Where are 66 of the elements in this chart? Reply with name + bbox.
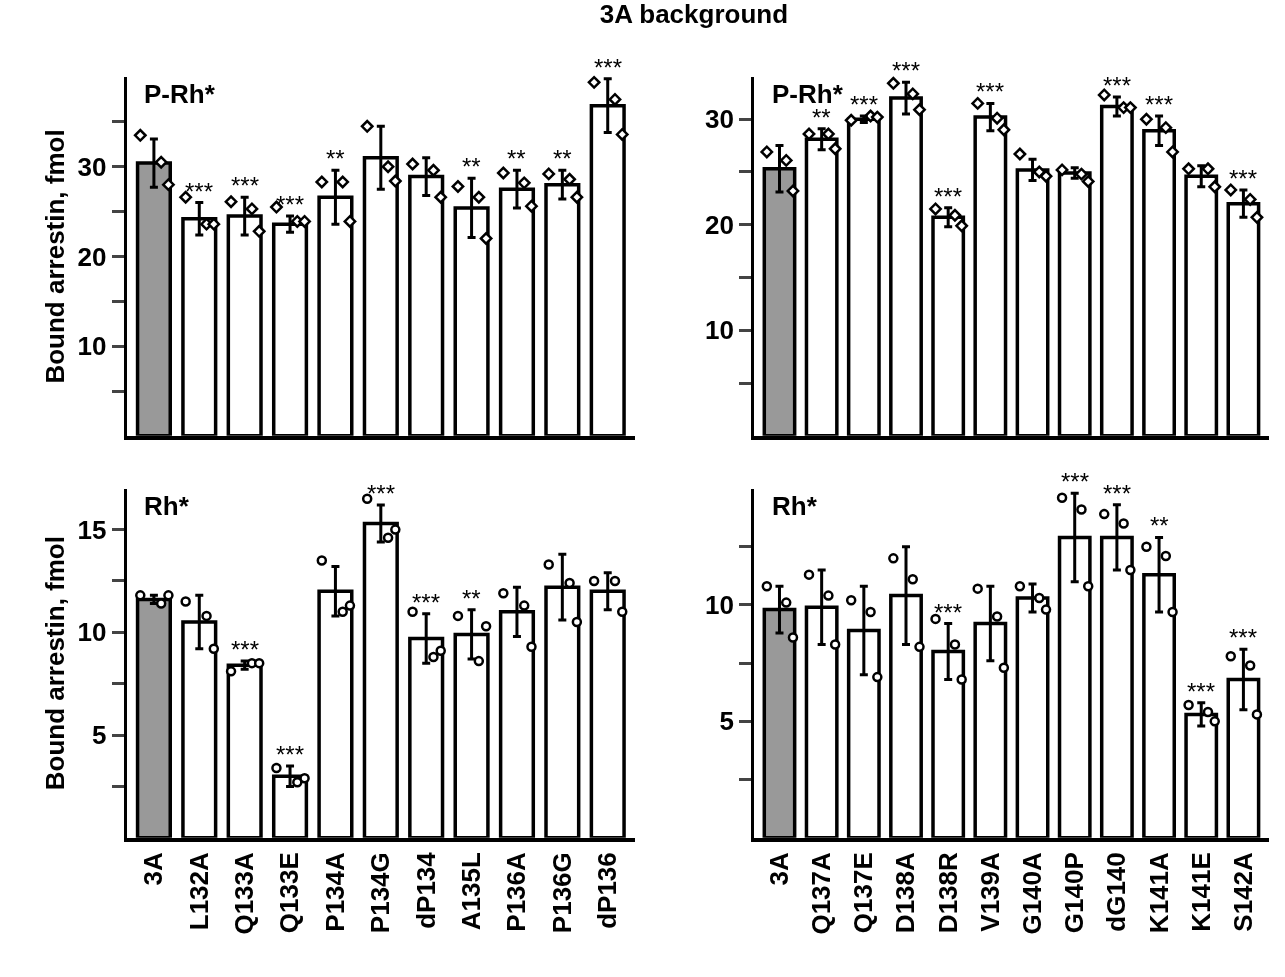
x-tick-label: S142A — [1227, 851, 1258, 932]
x-tick-label: Q133A — [229, 851, 260, 935]
x-tick-label: Q133E — [274, 852, 305, 934]
annotation: P-Rh* — [144, 79, 216, 109]
y-tick-label: 20 — [77, 241, 107, 272]
x-tick-label: D138R — [932, 851, 963, 934]
y-tick-label: 5 — [719, 706, 734, 737]
y-axis-title: Bound arrestin, fmol — [39, 129, 70, 384]
x-tick-label: G140A — [1016, 851, 1047, 935]
x-tick-label: 3A — [138, 852, 169, 886]
annotation: *** — [934, 183, 963, 210]
y-tick-label: 30 — [705, 104, 734, 135]
x-tick-label: dP136 — [592, 852, 623, 929]
y-tick-label: 10 — [77, 617, 107, 648]
y-tick-label: 10 — [705, 590, 734, 621]
x-tick-label: D138A — [890, 851, 921, 934]
annotation: ** — [326, 145, 345, 172]
y-tick-label: 20 — [705, 209, 734, 240]
annotation: *** — [594, 54, 623, 81]
annotation: *** — [976, 78, 1005, 105]
text: 3A background — [599, 0, 789, 30]
x-tick-label: Q137A — [806, 851, 837, 935]
x-tick-label: G140P — [1059, 852, 1090, 934]
annotation: *** — [412, 589, 441, 616]
x-tick-label: K141A — [1143, 851, 1174, 934]
annotation: *** — [1229, 165, 1258, 192]
annotation: *** — [850, 91, 879, 118]
x-tick-label: P136A — [501, 851, 532, 932]
annotation: *** — [367, 480, 396, 507]
annotation: ** — [462, 585, 481, 612]
y-tick-label: 10 — [705, 315, 734, 346]
y-tick-label: 10 — [77, 331, 107, 362]
x-tick-label: P134G — [365, 852, 396, 934]
annotation: ** — [1150, 512, 1169, 539]
x-tick-label: L132A — [183, 851, 214, 931]
x-tick-label: P136G — [546, 852, 577, 934]
x-tick-label: 3A — [763, 852, 794, 886]
annotation: *** — [934, 599, 963, 626]
annotation: *** — [1061, 468, 1090, 495]
y-tick-label: 30 — [77, 151, 107, 182]
annotation: *** — [1187, 678, 1216, 705]
annotation: Rh* — [772, 491, 818, 521]
annotation: *** — [1103, 480, 1132, 507]
annotation: *** — [276, 191, 305, 218]
annotation: *** — [185, 178, 214, 205]
x-tick-label: K141E — [1185, 852, 1216, 932]
x-tick-label: P134A — [319, 851, 350, 932]
annotation: *** — [276, 741, 305, 768]
annotation: *** — [1145, 91, 1174, 118]
annotation: *** — [1229, 624, 1258, 651]
annotation: ** — [553, 145, 572, 172]
x-tick-label: dP134 — [410, 851, 441, 929]
annotation: Rh* — [144, 491, 190, 521]
annotation: *** — [892, 57, 921, 84]
x-tick-label: Q137E — [848, 852, 879, 934]
y-axis-title: Bound arrestin, fmol — [39, 536, 70, 791]
x-tick-label: A135L — [456, 852, 487, 931]
y-tick-label: 5 — [92, 720, 107, 751]
annotation: *** — [231, 172, 260, 199]
annotation: *** — [1103, 72, 1132, 99]
annotation: *** — [231, 636, 260, 663]
y-tick-label: 15 — [77, 514, 107, 545]
annotation: ** — [462, 153, 481, 180]
x-tick-label: V139A — [974, 851, 1005, 932]
x-tick-label: dG140 — [1101, 852, 1132, 932]
annotation: ** — [507, 145, 526, 172]
